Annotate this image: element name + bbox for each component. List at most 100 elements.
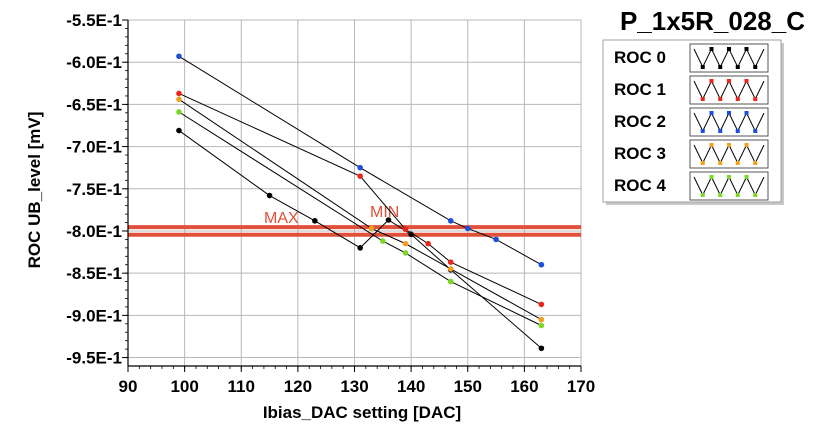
series-line	[178, 130, 542, 349]
legend-swatch-marker	[753, 161, 758, 165]
legend-label: ROC 2	[614, 112, 666, 131]
legend-swatch-marker	[735, 129, 740, 133]
legend-item: ROC 0	[614, 43, 769, 73]
x-tick-label: 140	[397, 377, 425, 396]
plot-frame	[122, 19, 582, 372]
series-roc-3	[176, 96, 545, 323]
legend-swatch-marker	[700, 65, 705, 69]
legend-swatch-marker	[753, 193, 758, 197]
data-point	[538, 261, 545, 268]
data-point	[447, 278, 454, 285]
legend-swatch-marker	[727, 47, 731, 51]
legend-swatch-marker	[727, 111, 731, 115]
series-roc-2	[176, 53, 545, 268]
chart-title: P_1x5R_028_C	[620, 6, 805, 36]
data-point	[176, 90, 182, 97]
legend-label: ROC 1	[614, 80, 666, 99]
data-point	[402, 240, 409, 247]
y-tick-label: -5.5E-1	[66, 11, 122, 30]
x-tick-label: 160	[510, 377, 538, 396]
legend-label: ROC 3	[614, 144, 666, 163]
x-axis-title: Ibias_DAC setting [DAC]	[263, 403, 461, 422]
data-point	[176, 96, 182, 103]
data-point	[425, 240, 431, 247]
legend-swatch-marker	[700, 97, 705, 101]
data-point	[380, 238, 386, 244]
legend-swatch-marker	[700, 161, 705, 165]
data-point	[447, 266, 454, 272]
data-point	[538, 322, 545, 329]
legend-swatch-marker	[718, 65, 723, 69]
legend-swatch-marker	[735, 193, 740, 197]
legend-swatch-marker	[727, 143, 731, 147]
y-tick-label: -7.0E-1	[66, 138, 122, 157]
legend-swatch-marker	[727, 175, 731, 179]
y-tick-label: -6.0E-1	[66, 53, 122, 72]
data-point	[357, 164, 363, 171]
data-point	[266, 192, 273, 199]
data-point	[312, 218, 318, 224]
legend-swatch-marker	[727, 79, 731, 83]
legend-swatch-marker	[744, 47, 749, 51]
legend-item: ROC 3	[614, 139, 769, 169]
x-tick-label: 100	[170, 377, 198, 396]
legend-swatch-marker	[709, 143, 714, 147]
data-point	[176, 127, 182, 134]
legend-swatch-marker	[709, 111, 714, 115]
legend: ROC 0 ROC 1 ROC 2 ROC 3 ROC 4	[602, 39, 784, 205]
x-tick-label: 170	[567, 377, 595, 396]
legend-swatch-marker	[709, 175, 714, 179]
series-group	[176, 53, 545, 352]
legend-swatch-marker	[735, 97, 740, 101]
legend-swatch-marker	[718, 129, 723, 133]
y-tick-label: -9.5E-1	[66, 349, 122, 368]
grid	[127, 19, 582, 366]
data-point	[447, 218, 454, 224]
legend-swatch-marker	[718, 161, 723, 165]
legend-swatch-marker	[735, 65, 740, 69]
x-tick-label: 130	[340, 377, 368, 396]
y-tick-label: -8.0E-1	[66, 222, 122, 241]
data-point	[538, 301, 545, 308]
data-point	[402, 226, 409, 233]
x-tick-label: 90	[119, 377, 138, 396]
y-tick-label: -8.5E-1	[66, 264, 122, 283]
x-tick-label: 150	[454, 377, 482, 396]
data-point	[357, 173, 363, 179]
data-point	[357, 245, 363, 251]
data-point	[464, 225, 471, 232]
legend-swatch-marker	[744, 175, 749, 179]
legend-swatch-marker	[735, 161, 740, 165]
data-point	[176, 109, 182, 115]
legend-item: ROC 4	[614, 171, 769, 201]
legend-swatch-marker	[753, 97, 758, 101]
y-tick-label: -9.0E-1	[66, 306, 122, 325]
y-tick-label: -6.5E-1	[66, 95, 122, 114]
limit-label-max: MAX	[264, 210, 299, 227]
data-point	[538, 345, 545, 352]
data-point	[408, 231, 414, 238]
series-roc-1	[176, 90, 545, 308]
y-axis-title: ROC UB_level [mV]	[25, 112, 44, 269]
y-tick-label: -7.5E-1	[66, 180, 122, 199]
legend-swatch-marker	[700, 193, 705, 197]
legend-swatch-marker	[744, 79, 749, 83]
tick-labels: 90 100 110 120 130 140 150 160 170 -5.5E-1 -6.0E-1…	[66, 11, 595, 396]
legend-swatch-marker	[753, 65, 758, 69]
legend-item: ROC 2	[614, 107, 769, 137]
data-point	[447, 259, 454, 266]
legend-swatch-marker	[753, 129, 758, 133]
limit-lines: MAX MIN	[128, 204, 581, 237]
data-point	[176, 53, 182, 60]
data-point	[402, 250, 409, 256]
legend-swatch-marker	[744, 143, 749, 147]
legend-swatch-marker	[718, 97, 723, 101]
series-roc-4	[176, 109, 545, 329]
series-line	[178, 92, 542, 305]
data-point	[538, 316, 545, 323]
legend-label: ROC 4	[614, 176, 667, 195]
legend-swatch-marker	[718, 193, 723, 197]
legend-swatch-marker	[744, 111, 749, 115]
